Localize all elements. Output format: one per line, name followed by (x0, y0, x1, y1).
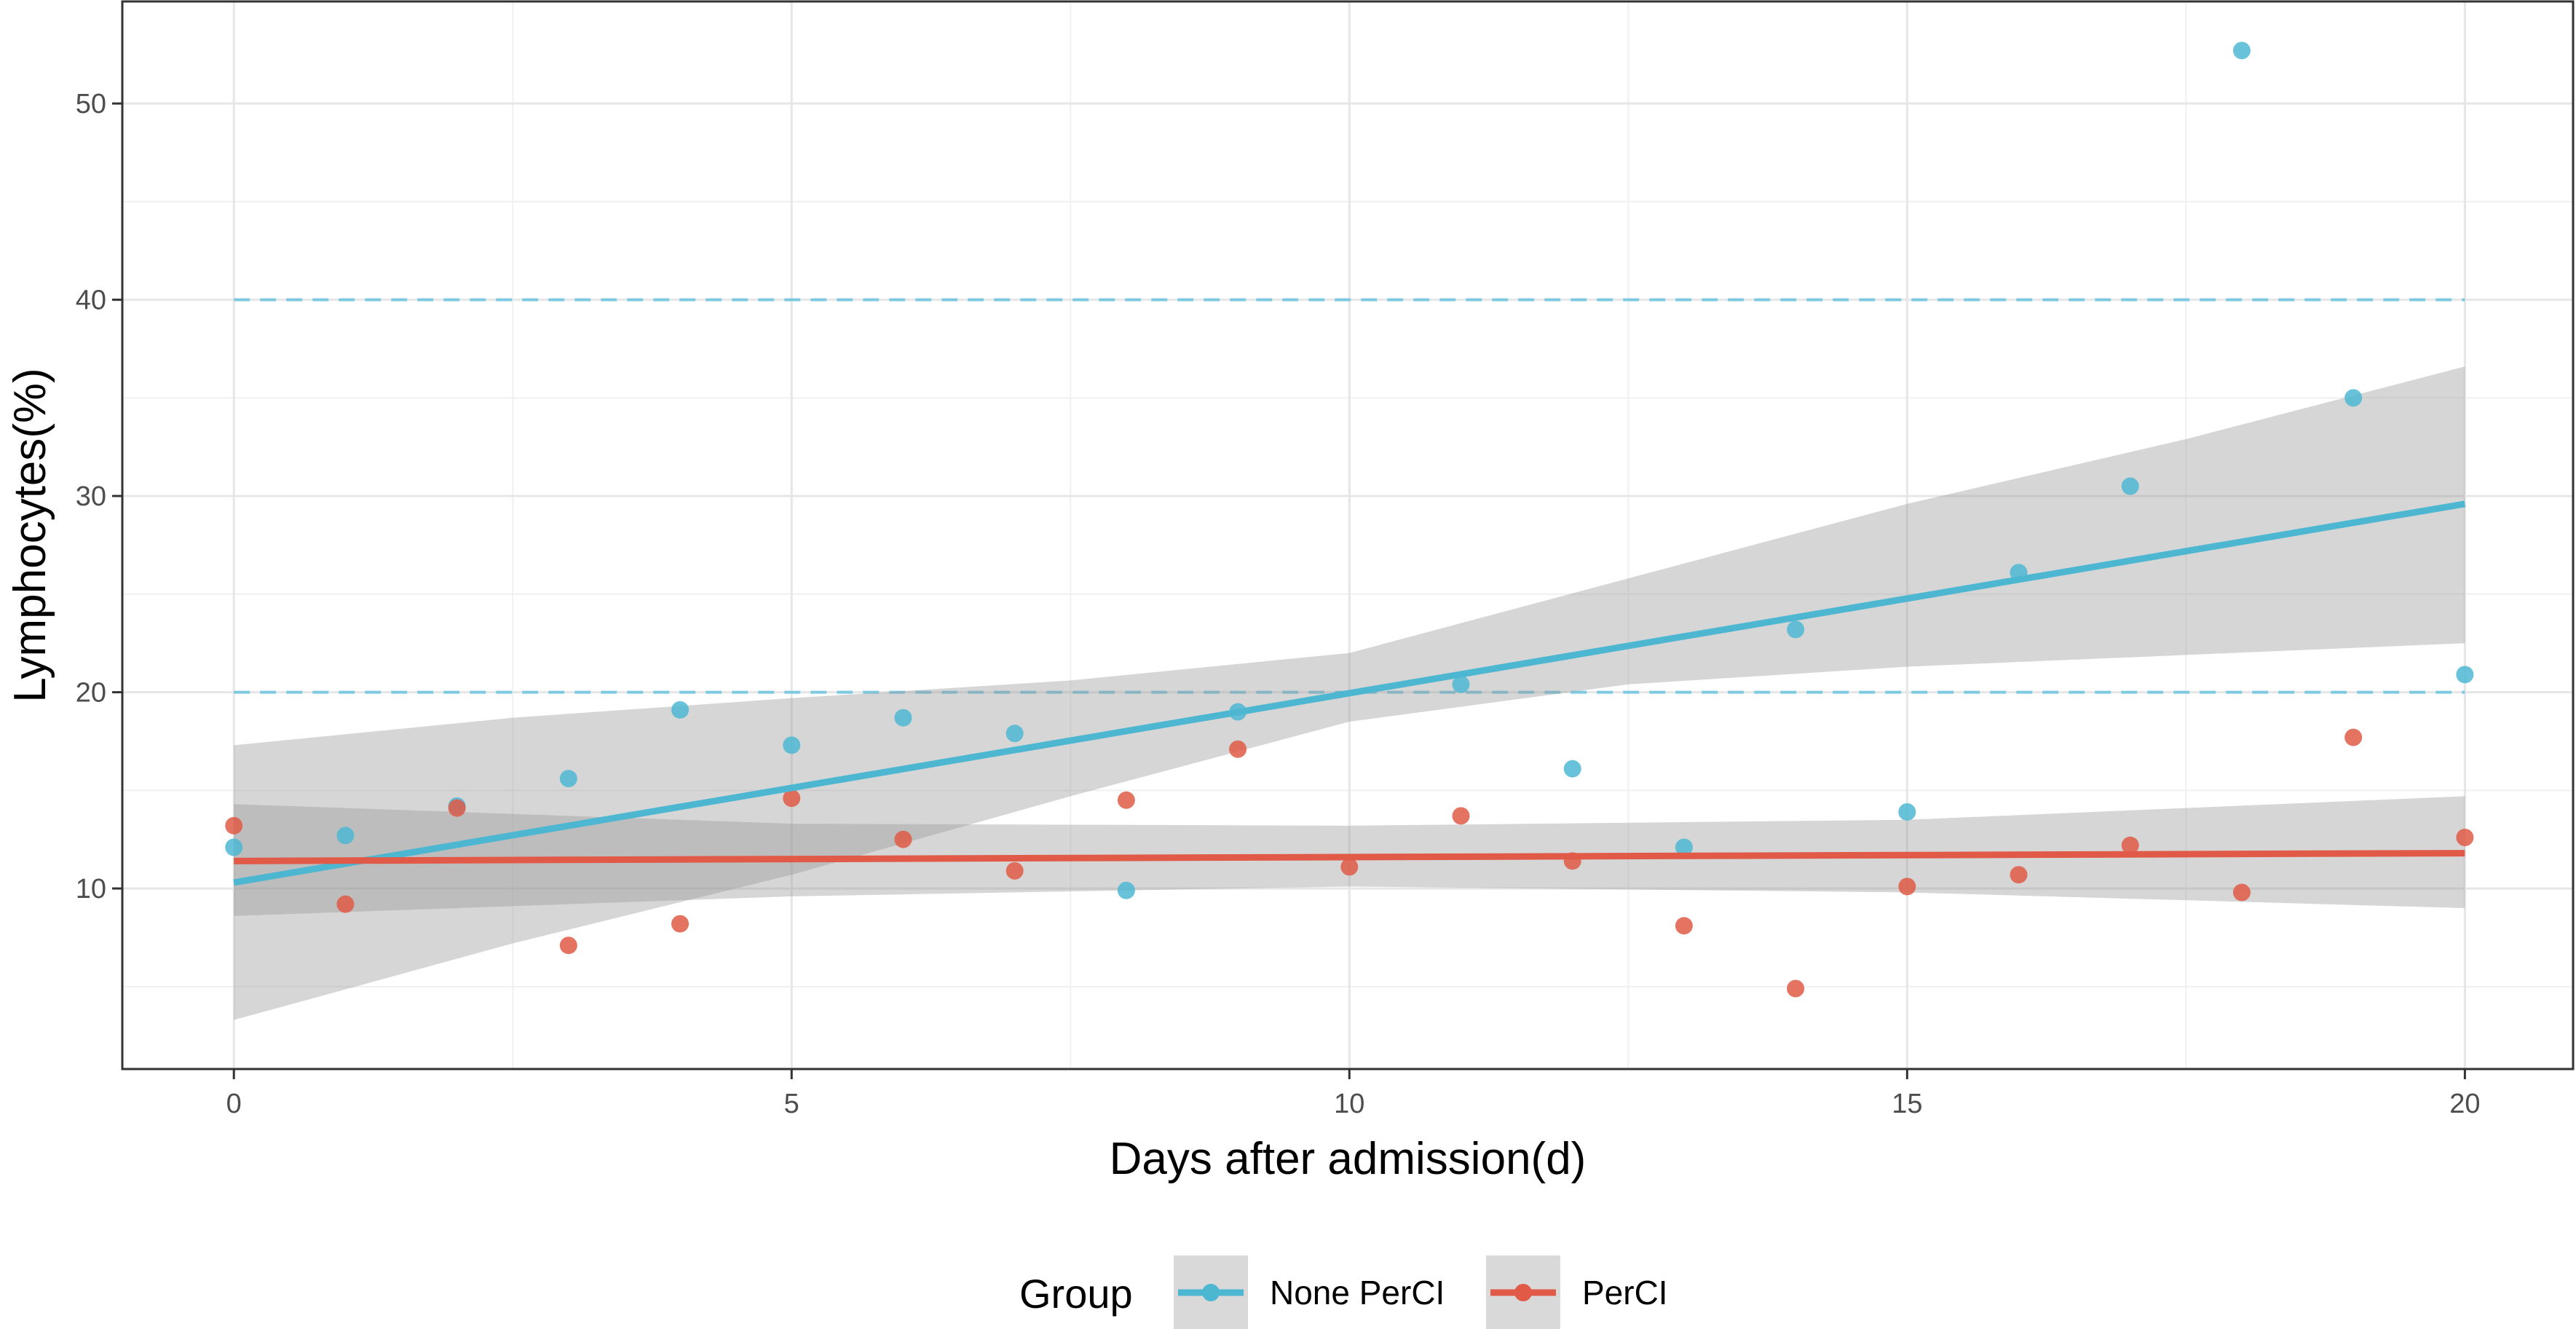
x-tick-label: 5 (784, 1089, 799, 1119)
point-perci (2232, 883, 2251, 902)
point-perci (1340, 858, 1359, 876)
legend-label-none-perci: None PerCI (1270, 1274, 1445, 1312)
point-perci (448, 799, 466, 817)
y-tick-label: 50 (76, 89, 106, 119)
panel-border (121, 0, 2575, 1070)
point-none-perci (671, 701, 690, 719)
point-none-perci (2232, 42, 2251, 60)
point-none-perci (1005, 725, 1024, 743)
fit-line-perci (234, 850, 2465, 864)
point-perci (1005, 861, 1024, 880)
point-perci (1787, 979, 1805, 998)
point-none-perci (1898, 802, 1916, 821)
point-none-perci (1787, 620, 1805, 639)
point-none-perci (1675, 838, 1693, 856)
point-perci (225, 816, 243, 835)
x-tick-label: 10 (1334, 1089, 1364, 1119)
point-perci (1675, 917, 1693, 935)
y-axis-ticks: 10 20 30 40 50 (76, 89, 122, 904)
point-none-perci (2344, 389, 2363, 407)
y-tick-label: 30 (76, 481, 106, 512)
legend-marker-none-perci (1202, 1284, 1220, 1301)
point-perci (1229, 740, 1247, 758)
x-axis-title: Days after admission(d) (1110, 1134, 1587, 1184)
point-none-perci (336, 827, 355, 845)
point-perci (2121, 836, 2139, 854)
point-perci (1452, 807, 1470, 825)
legend-title: Group (1019, 1271, 1133, 1317)
point-perci (783, 789, 801, 808)
y-tick-label: 20 (76, 678, 106, 709)
fit-lines (233, 500, 2466, 886)
point-none-perci (894, 709, 912, 727)
point-none-perci (2121, 477, 2139, 495)
data-points (225, 42, 2474, 998)
point-perci (2344, 728, 2363, 746)
point-none-perci (225, 838, 243, 856)
point-none-perci (783, 736, 801, 754)
point-none-perci (1563, 760, 1581, 778)
point-perci (1117, 791, 1135, 809)
x-tick-label: 0 (226, 1089, 242, 1119)
point-perci (1898, 878, 1916, 896)
x-axis-ticks: 0 5 10 15 20 (226, 1069, 2481, 1119)
point-none-perci (1452, 675, 1470, 693)
point-perci (894, 830, 912, 848)
point-perci (2010, 866, 2028, 884)
point-perci (559, 936, 577, 955)
minor-grid (122, 1, 2573, 1069)
x-tick-label: 20 (2449, 1089, 2480, 1119)
fit-line-none-perci (233, 500, 2466, 886)
legend-marker-perci (1514, 1284, 1532, 1301)
point-perci (671, 915, 690, 933)
point-perci (336, 895, 355, 913)
point-none-perci (559, 770, 577, 788)
point-none-perci (1117, 881, 1135, 899)
legend-label-perci: PerCI (1582, 1274, 1668, 1312)
point-perci (2456, 829, 2474, 847)
y-tick-label: 40 (76, 285, 106, 316)
legend: Group None PerCI PerCI (1019, 1255, 1668, 1329)
y-axis-title: Lymphocytes(%) (5, 368, 55, 702)
y-tick-label: 10 (76, 874, 106, 904)
point-none-perci (2456, 666, 2474, 684)
x-tick-label: 15 (1892, 1089, 1922, 1119)
